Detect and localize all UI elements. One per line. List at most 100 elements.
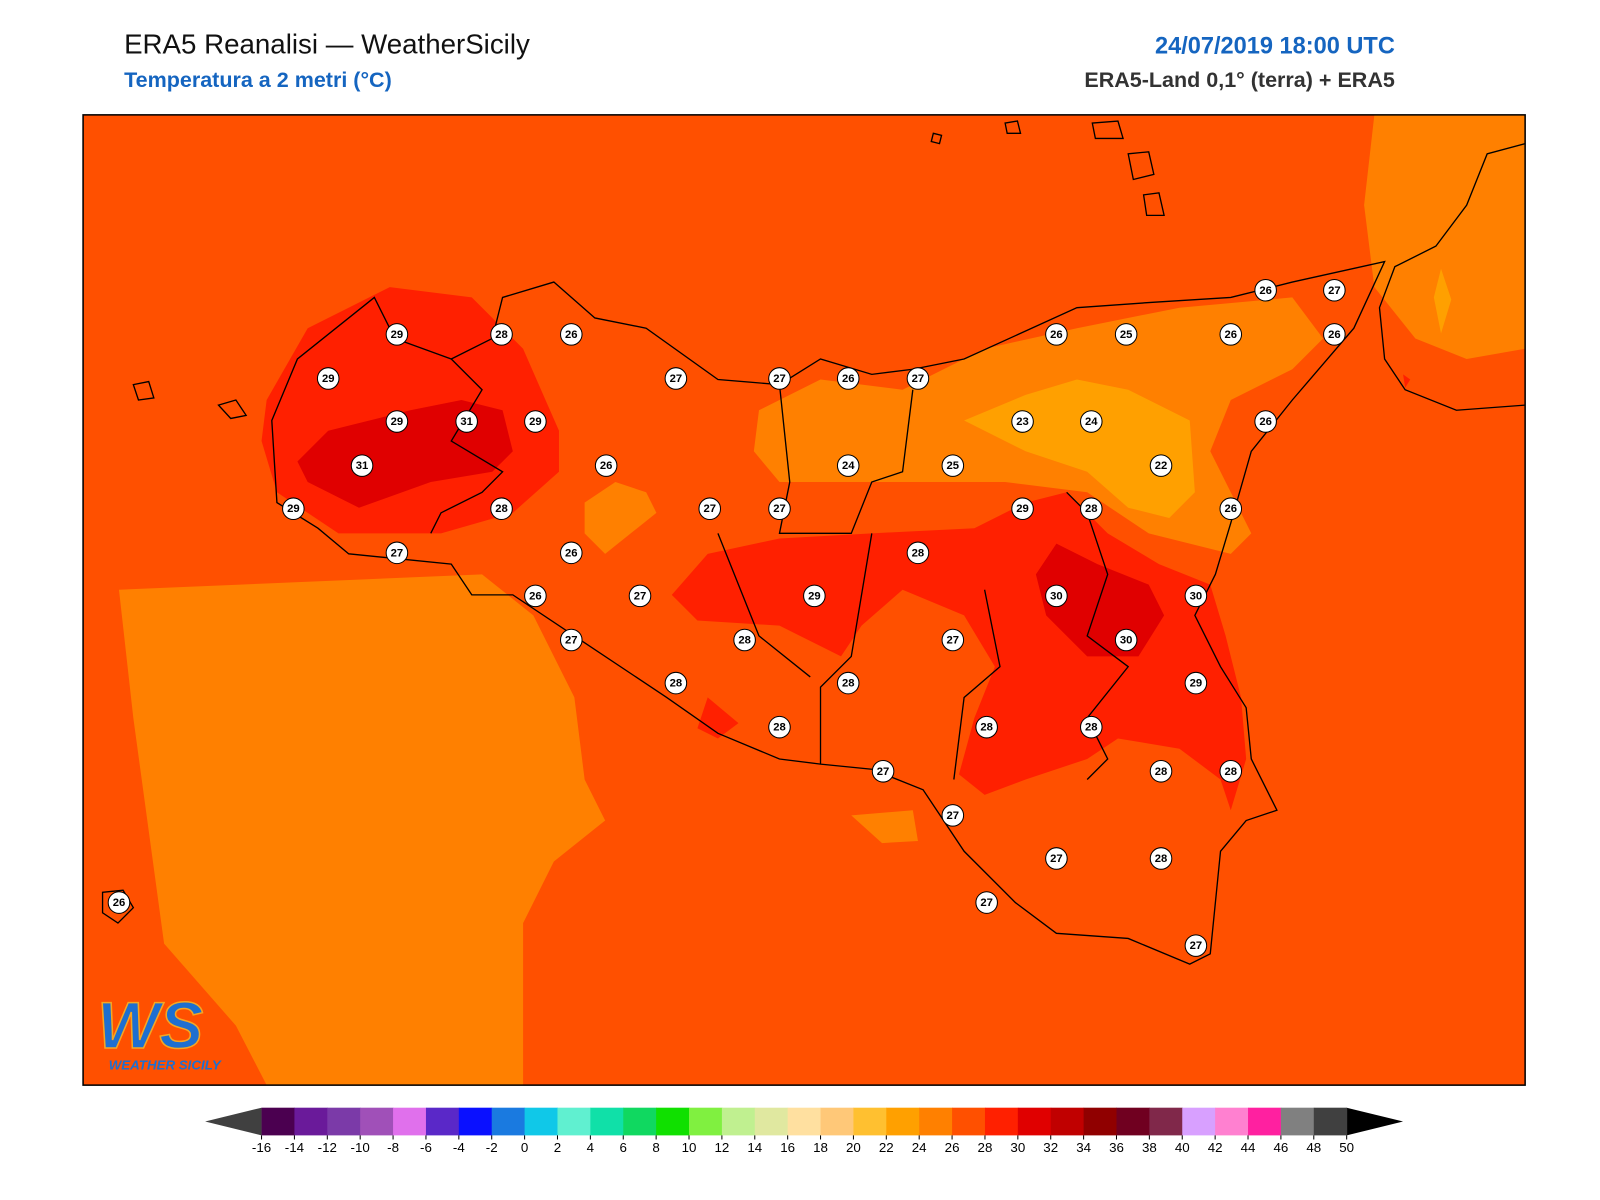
band	[584, 482, 657, 554]
station-marker	[768, 497, 791, 520]
station: 28	[1149, 760, 1173, 783]
station-value: 27	[912, 373, 925, 385]
station-marker	[836, 671, 860, 695]
station: 25	[1114, 323, 1138, 346]
station-value: 26	[1225, 503, 1238, 515]
title: ERA5 Reanalisi — WeatherSicily	[124, 28, 530, 59]
colorbar-tick-label: 12	[714, 1140, 729, 1155]
colorbar-tick-label: 2	[554, 1140, 561, 1155]
station: 28	[768, 715, 791, 739]
station-value: 27	[1190, 940, 1203, 952]
station: 29	[524, 410, 547, 433]
station-value: 28	[842, 678, 855, 690]
colorbar-segment	[360, 1107, 394, 1136]
colorbar-segment	[689, 1107, 723, 1136]
colorbar-tick-label: 26	[945, 1140, 960, 1155]
colorbar-segment	[886, 1107, 920, 1136]
station-marker	[1219, 760, 1243, 783]
station: 27	[1045, 847, 1068, 870]
station: 28	[836, 671, 860, 695]
colorbar-tick-label: 30	[1010, 1140, 1025, 1155]
station-value: 28	[495, 503, 508, 515]
colorbar-tick-label: 24	[912, 1140, 927, 1155]
station: 27	[698, 497, 722, 520]
subtitle: Temperatura a 2 metri (°C)	[124, 68, 392, 92]
station-marker	[836, 454, 860, 477]
station-value: 28	[495, 329, 508, 341]
colorbar-tick-label: 20	[846, 1140, 861, 1155]
station-value: 26	[1225, 329, 1238, 341]
colorbar-tick-label: -12	[318, 1140, 337, 1155]
colorbar-tick-label: 6	[620, 1140, 627, 1155]
station-value: 27	[1328, 285, 1341, 297]
station-value: 28	[670, 678, 683, 690]
station: 27	[941, 804, 965, 827]
logo: WS WEATHER SICILY	[97, 988, 222, 1073]
colorbar-tick-label: -6	[420, 1140, 432, 1155]
station: 27	[1184, 934, 1208, 957]
colorbar-tick-label: 8	[652, 1140, 659, 1155]
station: 24	[836, 454, 860, 477]
colorbar-segment	[524, 1107, 558, 1136]
station: 31	[455, 410, 478, 433]
station-marker	[455, 410, 478, 433]
station-marker	[906, 541, 930, 565]
station: 27	[560, 628, 583, 652]
colorbar-tick-label: 32	[1043, 1140, 1058, 1155]
station: 27	[768, 367, 791, 390]
station-marker	[1011, 410, 1034, 433]
colorbar-extend-low	[205, 1107, 262, 1136]
colorbar-extend-high	[1346, 1107, 1404, 1136]
station-value: 28	[980, 722, 993, 734]
colorbar-tick-label: 42	[1208, 1140, 1223, 1155]
station-value: 29	[391, 416, 404, 428]
station: 26	[1219, 323, 1243, 346]
colorbar-segment	[425, 1107, 460, 1136]
station: 26	[1323, 323, 1346, 346]
station: 30	[1045, 584, 1068, 608]
colorbar-segment	[1017, 1107, 1052, 1136]
station: 26	[836, 367, 860, 390]
colorbar-segment	[754, 1107, 789, 1136]
colorbar-tick-label: 22	[879, 1140, 894, 1155]
station-marker	[1323, 278, 1346, 302]
station-marker	[560, 628, 583, 652]
station: 28	[1149, 847, 1173, 870]
station: 26	[560, 541, 583, 565]
station-marker	[768, 367, 791, 390]
station: 28	[975, 715, 998, 739]
source: ERA5-Land 0,1° (terra) + ERA5	[1084, 68, 1395, 92]
station-value: 26	[842, 373, 855, 385]
colorbar-segment	[1182, 1107, 1216, 1136]
colorbar-tick-label: 18	[813, 1140, 828, 1155]
station-value: 28	[1225, 766, 1238, 778]
station-value: 28	[1085, 722, 1098, 734]
station: 24	[1080, 410, 1103, 433]
station: 28	[1080, 497, 1103, 520]
station: 28	[490, 497, 513, 520]
station-value: 26	[1259, 285, 1272, 297]
station: 26	[1219, 497, 1243, 520]
colorbar: -16 -14 -12 -10 -8 -6 -4 -2 0 2 4 6 8 10 12 14 16 18 20 22 2…	[205, 1107, 1404, 1155]
station-marker	[560, 541, 583, 565]
station-value: 30	[1120, 635, 1133, 647]
colorbar-segment	[919, 1107, 953, 1136]
station-value: 26	[113, 897, 126, 909]
station-marker	[941, 628, 965, 652]
calabria-coast	[1378, 142, 1526, 411]
colorbar-tick-label: 28	[978, 1140, 993, 1155]
colorbar-tick-label: 40	[1175, 1140, 1190, 1155]
station: 29	[316, 367, 340, 390]
logo-text: WEATHER SICILY	[109, 1058, 222, 1073]
station: 26	[107, 891, 131, 914]
station-value: 29	[1190, 678, 1203, 690]
station: 26	[524, 584, 547, 608]
station-marker	[282, 497, 305, 520]
colorbar-segment	[787, 1107, 822, 1136]
colorbar-segment	[820, 1107, 854, 1136]
station-value: 28	[912, 547, 925, 559]
logo-mark: WS	[97, 989, 203, 1062]
station: 27	[871, 760, 895, 783]
station: 26	[1254, 278, 1277, 302]
station-marker	[316, 367, 340, 390]
